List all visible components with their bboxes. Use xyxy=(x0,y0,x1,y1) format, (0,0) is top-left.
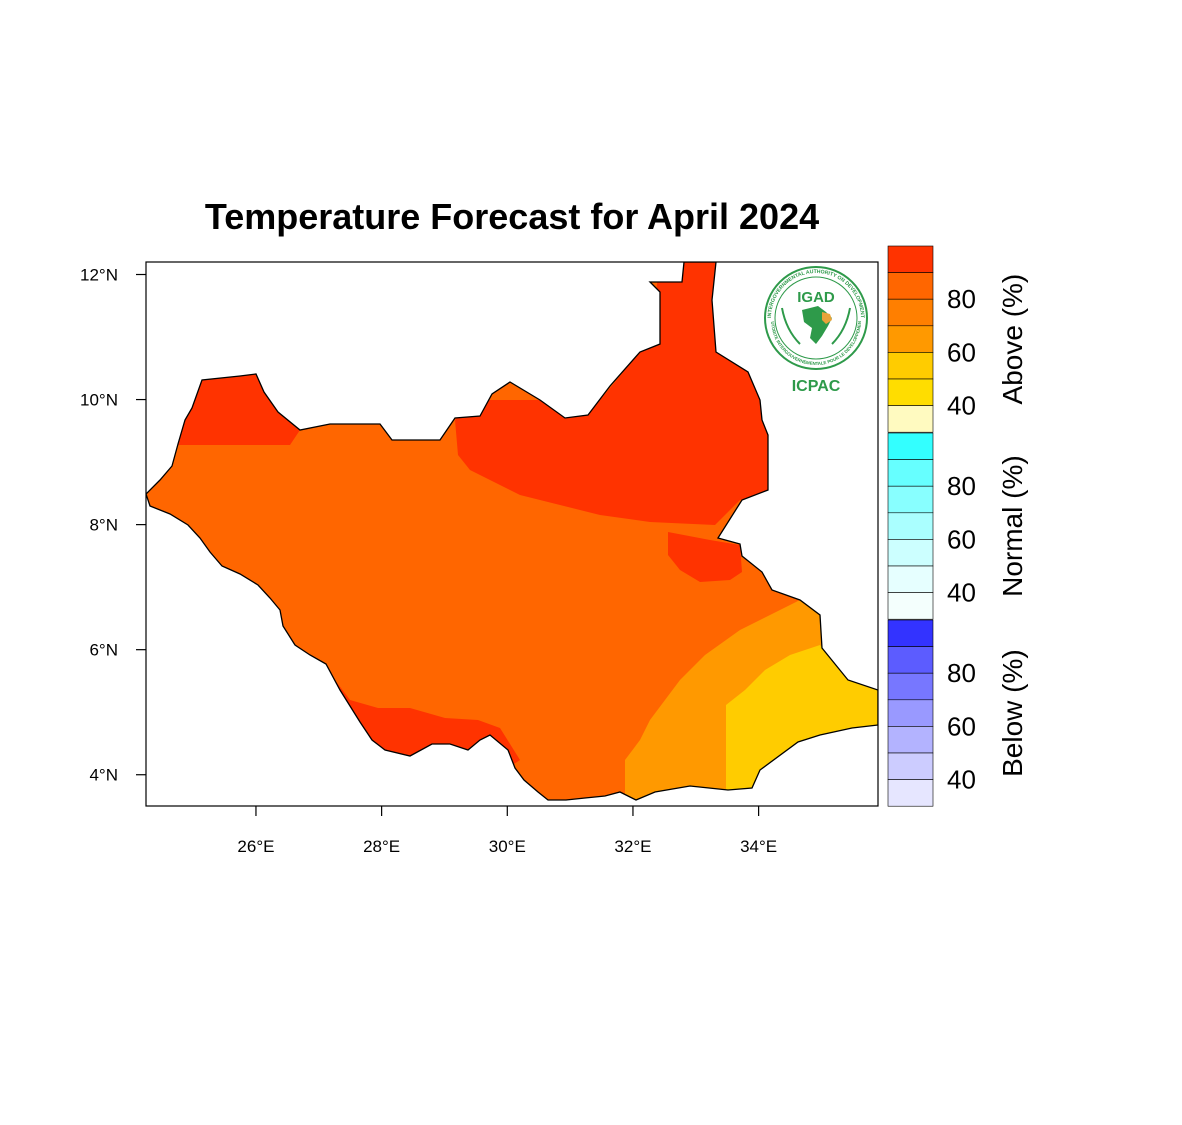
x-tick-label: 30°E xyxy=(489,837,526,856)
colorbar-section: 80 60 40 Above (%) xyxy=(887,245,1028,433)
igad-region-icon xyxy=(822,312,832,324)
x-tick-label: 28°E xyxy=(363,837,400,856)
colorbar-section: 80 60 40 Normal (%) xyxy=(887,432,1028,620)
colorbar-label: 40 xyxy=(947,765,976,795)
map-frame xyxy=(145,261,879,807)
logo-ring-inner xyxy=(774,276,858,360)
colorbar-section-title: Below (%) xyxy=(997,649,1028,777)
colorbar-swatch xyxy=(887,539,934,567)
colorbar-swatch xyxy=(887,432,934,460)
colorbar-swatch xyxy=(887,779,934,807)
colorbar-label: 60 xyxy=(947,524,976,554)
colorbar-label: 60 xyxy=(947,711,976,741)
colorbar-label: 80 xyxy=(947,284,976,314)
y-tick-label: 8°N xyxy=(89,516,118,535)
colorbar-swatch xyxy=(887,325,934,353)
colorbar-label: 40 xyxy=(947,391,976,421)
colorbar-swatch xyxy=(887,459,934,487)
country-border xyxy=(146,262,878,801)
colorbar-swatch xyxy=(887,752,934,780)
colorbar-section-title: Above (%) xyxy=(997,274,1028,405)
map-title: Temperature Forecast for April 2024 xyxy=(204,196,820,237)
y-tick-label: 4°N xyxy=(89,766,118,785)
region-above-50-60 xyxy=(726,645,878,790)
colorbar-swatch xyxy=(887,672,934,701)
colorbar-swatch xyxy=(887,378,934,406)
colorbar-swatch xyxy=(887,726,934,754)
colorbar-label: 60 xyxy=(947,337,976,367)
colorbar-section-title: Normal (%) xyxy=(997,455,1028,597)
x-tick-label: 32°E xyxy=(614,837,651,856)
colorbar-swatch xyxy=(887,565,934,593)
colorbar-swatch xyxy=(887,592,934,620)
colorbar-swatch xyxy=(887,352,934,380)
colorbar-swatch xyxy=(887,272,934,300)
y-tick-label: 6°N xyxy=(89,641,118,660)
colorbar-swatch xyxy=(887,619,934,647)
colorbar-swatch xyxy=(887,245,934,273)
region-above-90-100-northeast xyxy=(455,262,775,525)
y-axis: 4°N 6°N 8°N 10°N 12°N xyxy=(80,266,146,785)
colorbar-label: 80 xyxy=(947,471,976,501)
laurel-right-icon xyxy=(831,307,851,345)
y-tick-label: 10°N xyxy=(80,391,118,410)
colorbar-section: 80 60 40 Below (%) xyxy=(887,619,1028,807)
x-tick-label: 26°E xyxy=(237,837,274,856)
y-tick-label: 12°N xyxy=(80,266,118,285)
logo-igad-text: IGAD xyxy=(797,289,835,306)
colorbar-swatch xyxy=(887,405,934,433)
colorbar: 80 60 40 Above (%) 80 60 40 Normal (%) 80 60 40 Bel… xyxy=(887,245,1028,807)
colorbar-swatch xyxy=(887,298,934,327)
map-plot-area[interactable]: 26°E 28°E 30°E 32°E 34°E 4°N 6°N 8°N 10°N 12°N xyxy=(80,250,900,856)
laurel-left-icon xyxy=(781,307,801,345)
x-axis: 26°E 28°E 30°E 32°E 34°E xyxy=(237,806,777,856)
colorbar-swatch xyxy=(887,646,934,674)
colorbar-swatch xyxy=(887,485,934,514)
region-above-90-100-east xyxy=(668,532,742,582)
logo-icpac-text: ICPAC xyxy=(792,378,841,395)
icpac-logo: INTERGOVERNMENTAL AUTHORITY ON DEVELOPME… xyxy=(764,266,868,370)
colorbar-swatch xyxy=(887,512,934,540)
x-tick-label: 34°E xyxy=(740,837,777,856)
colorbar-label: 80 xyxy=(947,658,976,688)
colorbar-label: 40 xyxy=(947,578,976,608)
colorbar-swatch xyxy=(887,699,934,727)
